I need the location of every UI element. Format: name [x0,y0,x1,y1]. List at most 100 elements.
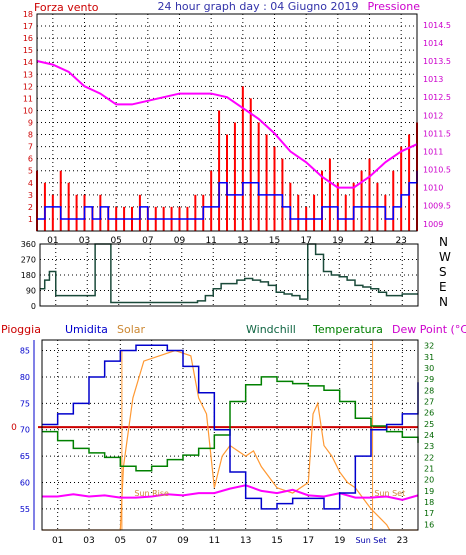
humidity-tick-label: 60 [20,479,30,488]
sunset-annotation: Sun Set [374,489,405,498]
temp-x-tick-label: 23 [397,536,408,546]
temp-x-tick-label: 03 [83,536,94,546]
compass-label: N [439,295,448,309]
temperature-tick-label: 24 [424,431,434,440]
pressure-tick-label: 1010.5 [423,166,451,175]
wind-tick-label: 3 [28,191,33,200]
compass-label: N [439,235,448,249]
x-tick-label: 19 [332,236,344,246]
temperature-tick-label: 27 [424,397,434,406]
wind-tick-label: 1 [28,215,33,224]
temperature-line [42,376,419,472]
direction-tick-label: 270 [21,256,36,265]
temp-axes: 55 60 65 70 75 80 85 16 17 18 19 20 21 22 23 24 25 26 27 28… [11,339,434,546]
x-tick-label: 01 [47,236,58,246]
humidity-tick-label: 65 [20,452,30,461]
direction-tick-label: 0 [31,302,36,311]
pressure-tick-label: 1011.5 [423,129,451,138]
rain-header-label: Pioggia [1,323,41,336]
direction-frame [39,243,419,307]
pressure-tick-label: 1009 [423,220,443,229]
temperature-tick-label: 17 [424,509,434,518]
x-tick-label: 23 [395,236,406,246]
wind-tick-label: 13 [23,70,33,79]
direction-tick-label: 180 [21,271,36,280]
temp-x-tick-label: 13 [240,536,251,546]
wind-tick-label: 17 [23,22,33,31]
temp-frame [41,339,419,531]
pressure-tick-label: 1012 [423,111,443,120]
wind-tick-label: 10 [23,106,33,115]
sunrise-annotation: Sun Rise [134,489,169,498]
temperature-humidity-panel: Pioggia Umidita Solar Windchill Temperat… [1,323,466,546]
direction-grid [40,243,418,307]
humidity-line [42,344,419,510]
direction-line [40,243,418,304]
temp-x-tick-label: 11 [209,536,220,546]
humidity-tick-label: 85 [20,347,30,356]
pressure-line [36,60,418,189]
temp-x-tick-label: Sun Set [356,536,387,545]
temperature-tick-label: 16 [424,520,434,529]
wind-axis-title: Forza vento [34,1,99,14]
direction-tick-label: 360 [21,240,36,249]
temperature-tick-label: 20 [424,476,434,485]
wind-tick-label: 7 [28,143,33,152]
pressure-tick-label: 1010 [423,184,443,193]
wind-pressure-panel: Forza vento 24 hour graph day : 04 Giugn… [23,0,451,246]
compass-label: E [439,280,447,294]
wind-tick-label: 5 [28,167,33,176]
direction-tick-label: 90 [26,287,36,296]
x-tick-label: 03 [79,236,90,246]
wind-tick-label: 15 [23,46,33,55]
temperature-tick-label: 23 [424,442,434,451]
pressure-tick-label: 1014.5 [423,21,451,30]
temperature-tick-label: 32 [424,342,434,351]
compass-label: W [439,250,451,264]
wind-tick-label: 8 [28,131,33,140]
temp-x-tick-label: 01 [52,536,63,546]
temperature-tick-label: 25 [424,420,434,429]
humidity-tick-label: 55 [20,505,30,514]
pressure-tick-label: 1014 [423,39,443,48]
dewpoint-line [42,484,419,501]
x-tick-label: 09 [174,236,186,246]
temp-x-tick-label: 17 [303,536,314,546]
pressure-tick-label: 1009.5 [423,202,451,211]
temp-x-tick-label: 05 [115,536,126,546]
temperature-tick-label: 29 [424,375,434,384]
wind-tick-label: 18 [23,10,33,19]
humidity-header-label: Umidita [65,323,108,336]
temperature-tick-label: 18 [424,498,434,507]
temp-x-tick-label: 15 [271,536,282,546]
wind-tick-label: 11 [23,94,33,103]
pressure-tick-label: 1013 [423,75,443,84]
humidity-tick-label: 75 [20,399,30,408]
x-tick-label: 21 [364,236,375,246]
wind-tick-label: 16 [23,34,33,43]
temperature-tick-label: 30 [424,364,434,373]
x-tick-label: 17 [300,236,311,246]
temperature-tick-label: 28 [424,386,434,395]
compass-label: S [439,265,447,279]
temp-series [38,340,419,531]
pressure-tick-label: 1013.5 [423,57,451,66]
temperature-tick-label: 22 [424,453,434,462]
temperature-tick-label: 31 [424,353,434,362]
dewpoint-header-label: Dew Point (°C) [392,323,466,336]
solar-header-label: Solar [117,323,146,336]
wind-tick-label: 12 [23,82,33,91]
pressure-tick-label: 1011 [423,147,443,156]
wind-tick-label: 9 [28,119,33,128]
page-title: 24 hour graph day : 04 Giugno 2019 [157,0,358,13]
x-tick-label: 07 [142,236,153,246]
temperature-header-label: Temperatura [312,323,383,336]
pressure-axis-title: Pressione [368,0,421,13]
windchill-header-label: Windchill [246,323,296,336]
gust-line [37,170,418,220]
temp-x-tick-label: 19 [334,536,346,546]
